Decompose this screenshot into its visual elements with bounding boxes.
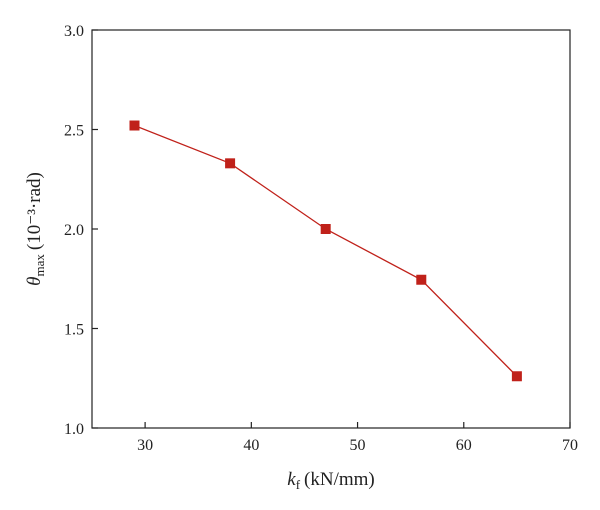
y-axis-unit: (10⁻³·rad)	[24, 172, 45, 250]
data-point	[320, 224, 331, 234]
x-axis-title: kf (kN/mm)	[287, 469, 375, 492]
y-axis-subscript: max	[32, 254, 47, 277]
y-axis-title: θmax (10⁻³·rad)	[24, 172, 47, 286]
x-tick-label: 60	[456, 437, 472, 454]
series-line	[134, 124, 518, 377]
y-tick-label: 1.0	[64, 421, 84, 438]
data-point	[511, 371, 522, 382]
x-tick-label: 40	[243, 437, 259, 454]
y-tick-label: 2.5	[64, 123, 84, 140]
y-axis-ticks: 1.0 1.5 2.0 2.5 3.0	[64, 23, 98, 438]
x-tick-label: 30	[137, 437, 153, 454]
data-point	[416, 274, 427, 285]
y-tick-label: 2.0	[64, 222, 84, 239]
y-tick-label: 3.0	[64, 23, 84, 40]
x-axis-ticks: 30 40 50 60 70	[137, 422, 578, 454]
x-axis-unit: (kN/mm)	[304, 469, 375, 490]
x-tick-label: 70	[562, 437, 578, 454]
x-tick-label: 50	[350, 437, 366, 454]
y-axis-symbol: θ	[24, 277, 45, 286]
series-layer	[129, 120, 522, 382]
plot-frame	[91, 29, 571, 429]
y-tick-label: 1.5	[64, 322, 84, 339]
data-point	[129, 120, 140, 131]
x-axis-subscript: f	[296, 477, 301, 492]
x-axis-symbol: k	[287, 469, 296, 490]
data-point	[225, 158, 236, 169]
